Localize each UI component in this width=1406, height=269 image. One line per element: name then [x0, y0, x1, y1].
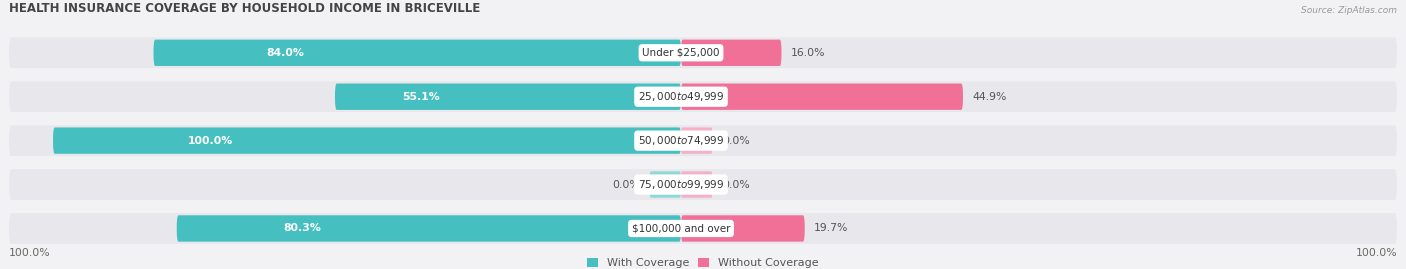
Text: 44.9%: 44.9%	[973, 92, 1007, 102]
FancyBboxPatch shape	[153, 40, 681, 66]
Text: 80.3%: 80.3%	[284, 224, 322, 233]
Text: 0.0%: 0.0%	[721, 179, 749, 190]
FancyBboxPatch shape	[8, 213, 1398, 244]
Text: $25,000 to $49,999: $25,000 to $49,999	[638, 90, 724, 103]
Text: 19.7%: 19.7%	[814, 224, 849, 233]
FancyBboxPatch shape	[681, 215, 804, 242]
Text: 0.0%: 0.0%	[613, 179, 640, 190]
Text: 100.0%: 100.0%	[187, 136, 232, 146]
Text: 55.1%: 55.1%	[402, 92, 440, 102]
FancyBboxPatch shape	[650, 171, 681, 198]
FancyBboxPatch shape	[681, 171, 713, 198]
Text: Source: ZipAtlas.com: Source: ZipAtlas.com	[1301, 6, 1398, 15]
FancyBboxPatch shape	[8, 81, 1398, 112]
Text: 16.0%: 16.0%	[792, 48, 825, 58]
Legend: With Coverage, Without Coverage: With Coverage, Without Coverage	[588, 258, 818, 268]
FancyBboxPatch shape	[177, 215, 681, 242]
Text: 84.0%: 84.0%	[267, 48, 304, 58]
Text: Under $25,000: Under $25,000	[643, 48, 720, 58]
Text: 100.0%: 100.0%	[1355, 248, 1398, 258]
Text: 100.0%: 100.0%	[8, 248, 51, 258]
FancyBboxPatch shape	[53, 128, 681, 154]
FancyBboxPatch shape	[8, 169, 1398, 200]
Text: HEALTH INSURANCE COVERAGE BY HOUSEHOLD INCOME IN BRICEVILLE: HEALTH INSURANCE COVERAGE BY HOUSEHOLD I…	[8, 2, 481, 15]
FancyBboxPatch shape	[681, 84, 963, 110]
FancyBboxPatch shape	[335, 84, 681, 110]
Text: $50,000 to $74,999: $50,000 to $74,999	[638, 134, 724, 147]
Text: $75,000 to $99,999: $75,000 to $99,999	[638, 178, 724, 191]
Text: $100,000 and over: $100,000 and over	[631, 224, 730, 233]
Text: 0.0%: 0.0%	[721, 136, 749, 146]
FancyBboxPatch shape	[681, 128, 713, 154]
FancyBboxPatch shape	[8, 37, 1398, 68]
FancyBboxPatch shape	[681, 40, 782, 66]
FancyBboxPatch shape	[8, 125, 1398, 156]
